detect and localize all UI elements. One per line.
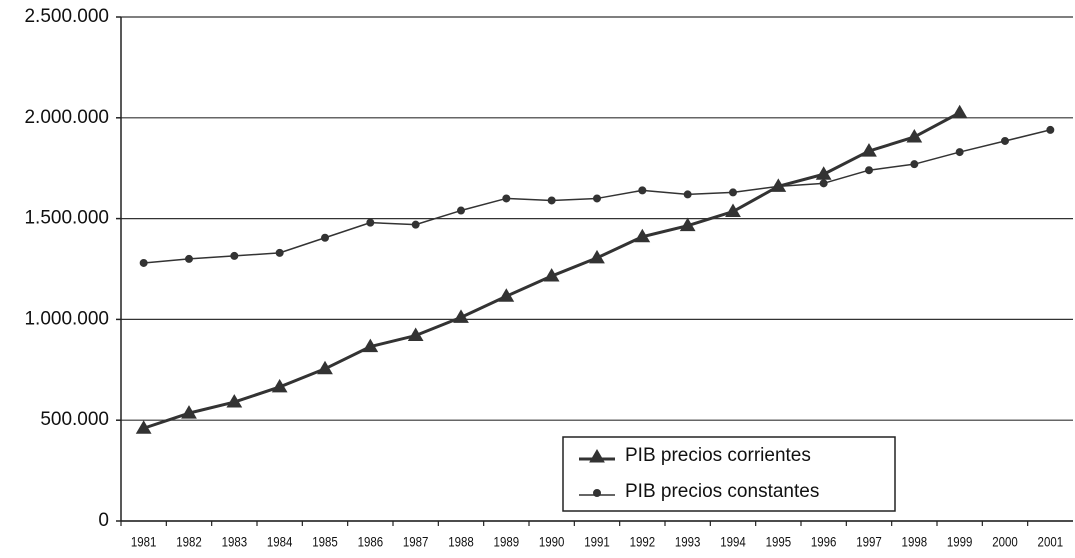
data-point — [230, 251, 239, 260]
x-tick-label: 1990 — [539, 534, 565, 550]
data-point — [955, 148, 964, 157]
data-point — [725, 203, 741, 218]
data-point — [774, 182, 783, 191]
data-point — [547, 196, 556, 205]
data-point — [317, 360, 333, 375]
legend-marker — [589, 449, 605, 463]
data-point — [683, 190, 692, 199]
y-tick-label: 2.000.000 — [24, 107, 109, 128]
data-point — [910, 160, 919, 169]
x-tick-label: 1993 — [675, 534, 701, 550]
data-point — [275, 248, 284, 257]
x-tick-label: 1991 — [584, 534, 610, 550]
x-tick-label: 1985 — [312, 534, 338, 550]
data-point — [502, 194, 511, 203]
x-tick-label: 1982 — [176, 534, 202, 550]
x-tick-label: 1998 — [902, 534, 928, 550]
data-point — [453, 309, 469, 323]
data-point — [181, 405, 197, 419]
data-point — [679, 217, 696, 232]
data-point — [366, 218, 375, 227]
x-tick-label: 1984 — [267, 534, 293, 550]
data-point — [139, 258, 148, 267]
data-point — [951, 104, 968, 119]
data-point — [638, 186, 647, 195]
x-tick-label: 1996 — [811, 534, 837, 550]
data-point — [729, 188, 737, 197]
data-point — [589, 249, 605, 264]
data-point — [321, 233, 329, 242]
data-point — [815, 166, 832, 180]
x-tick-label: 1999 — [947, 534, 973, 550]
y-tick-label: 1.500.000 — [24, 208, 109, 229]
legend-label: PIB precios corrientes — [625, 445, 811, 466]
data-point — [407, 327, 424, 342]
x-tick-label: 1995 — [766, 534, 792, 550]
x-tick-label: 1988 — [448, 534, 474, 550]
y-tick-label: 0 — [98, 510, 109, 531]
x-tick-label: 1994 — [720, 534, 746, 550]
data-point — [1001, 136, 1009, 145]
legend-label: PIB precios constantes — [625, 481, 819, 502]
data-point — [819, 179, 828, 188]
legend-marker — [593, 489, 601, 497]
x-tick-label: 1983 — [222, 534, 248, 550]
x-tick-label: 2000 — [992, 534, 1018, 550]
legend-box — [562, 436, 896, 512]
data-point — [543, 268, 560, 282]
data-point — [906, 128, 923, 143]
data-point — [362, 338, 379, 353]
y-tick-label: 1.000.000 — [24, 308, 109, 329]
data-point — [634, 228, 651, 243]
data-point — [226, 394, 243, 408]
data-point — [185, 254, 193, 263]
data-point — [865, 166, 873, 175]
x-tick-label: 1986 — [358, 534, 384, 550]
x-tick-label: 2001 — [1038, 534, 1064, 550]
data-point — [861, 143, 877, 157]
y-tick-label: 500.000 — [40, 409, 109, 430]
x-tick-label: 1997 — [856, 534, 882, 550]
x-tick-label: 1987 — [403, 534, 429, 550]
data-point — [135, 420, 152, 434]
data-point — [457, 206, 465, 215]
data-point — [1046, 125, 1055, 134]
data-point — [593, 194, 601, 203]
x-tick-label: 1992 — [630, 534, 656, 550]
data-point — [411, 220, 420, 229]
data-point — [498, 288, 515, 302]
data-point — [271, 378, 288, 393]
x-tick-label: 1981 — [131, 534, 157, 550]
x-tick-label: 1989 — [494, 534, 520, 550]
y-tick-label: 2.500.000 — [24, 6, 109, 27]
